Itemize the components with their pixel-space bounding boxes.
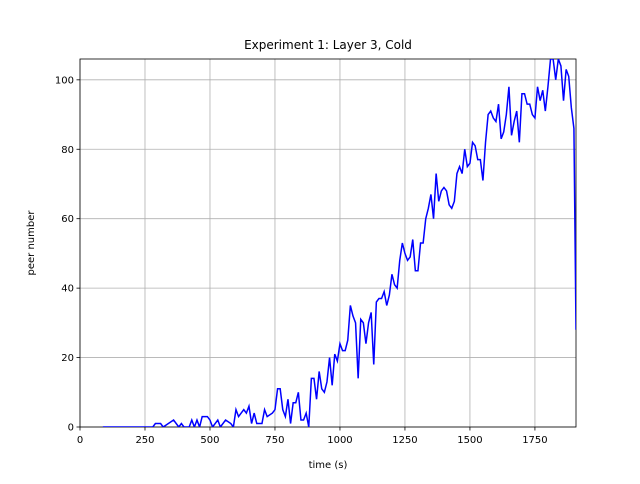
y-tick-label: 40: [61, 284, 74, 295]
data-line: [102, 59, 576, 427]
x-tick-label: 750: [265, 435, 284, 446]
x-tick-label: 1750: [522, 435, 547, 446]
x-tick-label: 1000: [327, 435, 352, 446]
x-tick-label: 500: [200, 435, 219, 446]
x-tick-label: 1500: [457, 435, 482, 446]
plot-frame: [79, 58, 577, 428]
chart-title: Experiment 1: Layer 3, Cold: [244, 38, 412, 52]
y-tick-label: 60: [61, 214, 74, 225]
y-tick-label: 100: [55, 75, 74, 86]
x-tick-label: 1250: [392, 435, 417, 446]
y-tick-label: 0: [68, 423, 74, 434]
x-tick-label: 0: [77, 435, 83, 446]
x-axis-label: time (s): [309, 460, 348, 471]
y-tick-label: 20: [61, 353, 74, 364]
x-tick-label: 250: [135, 435, 154, 446]
y-axis-label: peer number: [26, 210, 37, 276]
y-tick-label: 80: [61, 145, 74, 156]
